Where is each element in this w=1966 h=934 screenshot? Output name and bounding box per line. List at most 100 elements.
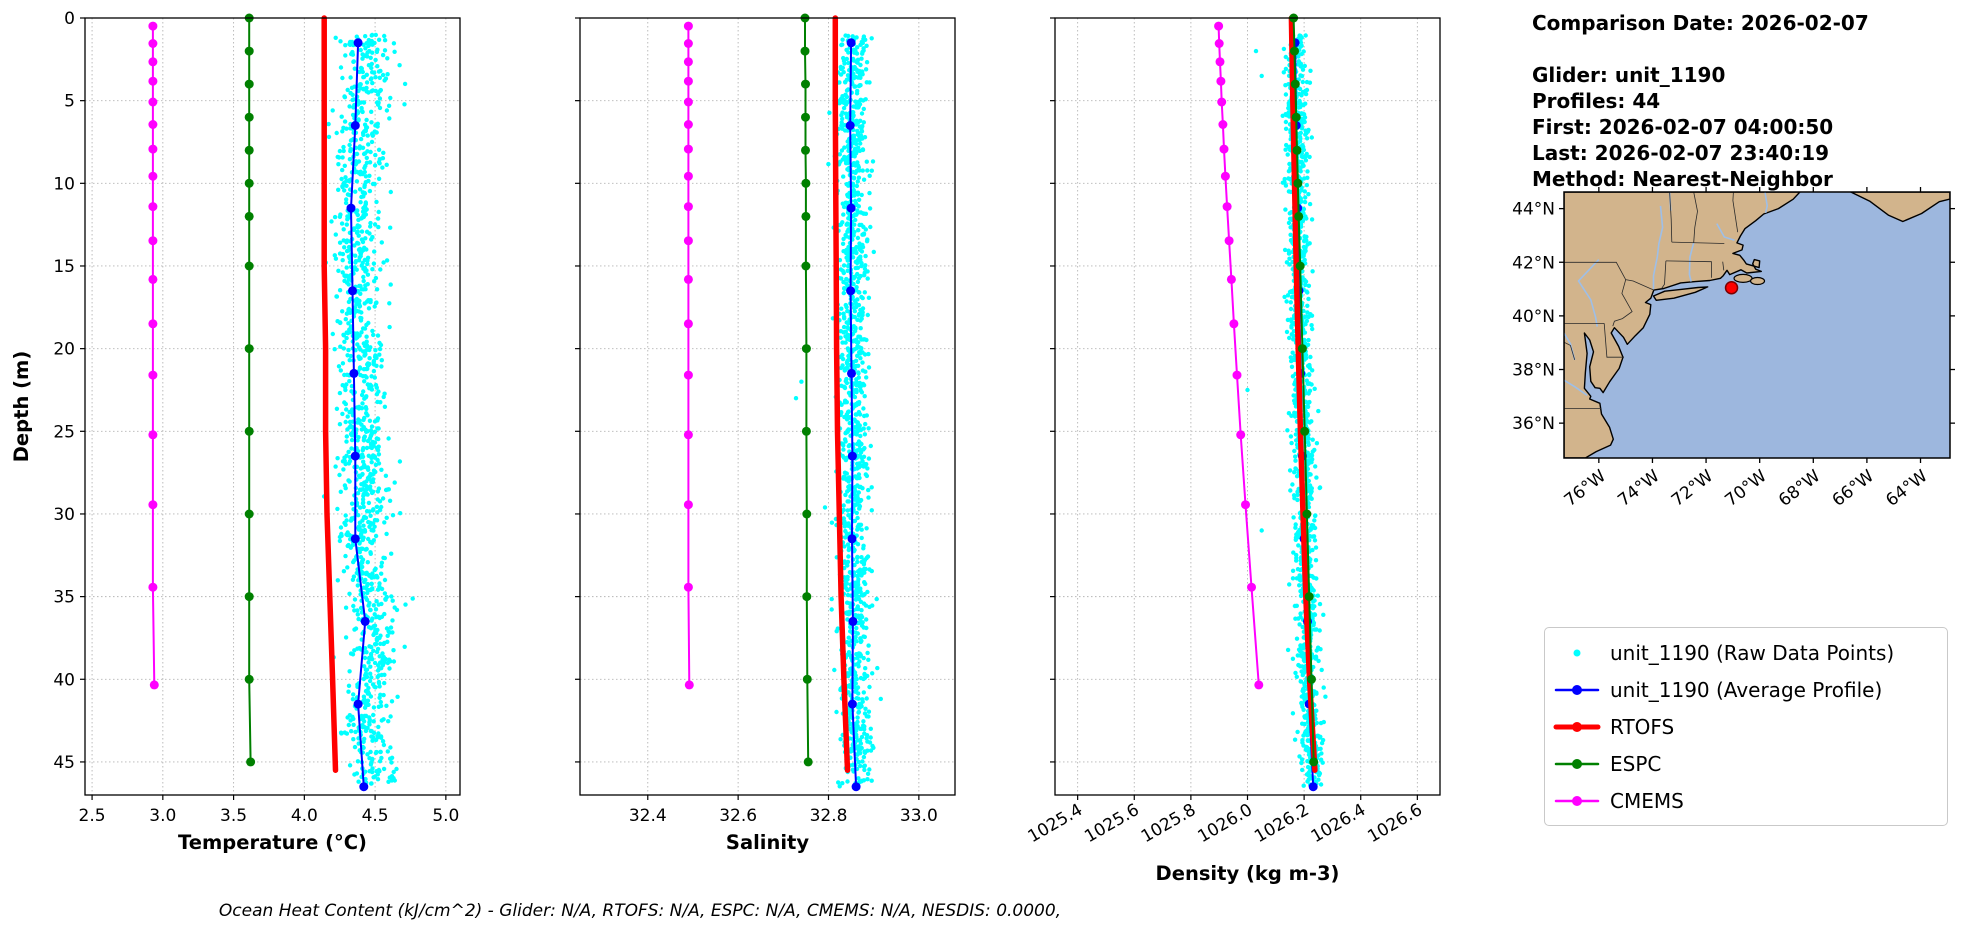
legend-item-espc: ESPC xyxy=(1553,745,1939,782)
svg-text:1026.0: 1026.0 xyxy=(1194,800,1256,847)
svg-text:10: 10 xyxy=(53,174,75,194)
profile-plots: 2.5 3.0 3.5 4.0 4.5 5.0 0 5 10 15 20 25 30 35 40 45 Temp… xyxy=(10,9,1441,885)
legend-marker-unit-1190-raw-data-points xyxy=(1573,649,1581,656)
map-state-border xyxy=(1661,260,1667,289)
map-river xyxy=(1688,242,1695,282)
map-river xyxy=(1577,259,1600,327)
svg-text:32.6: 32.6 xyxy=(719,806,757,826)
legend-item-unit-1190-raw-data-points: unit_1190 (Raw Data Points) xyxy=(1553,634,1939,671)
legend-item-rtofs: RTOFS xyxy=(1553,708,1939,745)
map-state-border xyxy=(1665,260,1712,278)
svg-text:40: 40 xyxy=(53,670,75,690)
svg-text:1026.6: 1026.6 xyxy=(1364,800,1426,847)
temperature-xlabel: Temperature (°C) xyxy=(178,831,367,854)
info-glider: Glider: unit_1190 xyxy=(1532,63,1726,87)
map-state-border xyxy=(1693,192,1698,243)
map-lon-label: 76°W xyxy=(1561,466,1610,511)
map-river xyxy=(1652,205,1664,290)
svg-text:1025.6: 1025.6 xyxy=(1081,800,1143,847)
svg-text:0: 0 xyxy=(64,9,75,29)
map-state-border xyxy=(1732,192,1739,233)
legend-marker-cmems xyxy=(1554,795,1600,806)
series-espc xyxy=(244,13,256,767)
info-profiles: Profiles: 44 xyxy=(1532,89,1661,113)
svg-text:1025.8: 1025.8 xyxy=(1138,800,1200,847)
map-lon-label: 64°W xyxy=(1882,466,1931,511)
map-state-border xyxy=(1564,341,1576,361)
map-state-border xyxy=(1671,241,1725,244)
legend-label: CMEMS xyxy=(1610,788,1684,813)
map-features xyxy=(1564,192,1950,458)
density-plot: 1025.41025.61025.81026.01026.21026.41026… xyxy=(1025,13,1441,885)
ohc-footer: Ocean Heat Content (kJ/cm^2) - Glider: N… xyxy=(218,901,1062,921)
map-island xyxy=(1733,273,1753,283)
svg-text:25: 25 xyxy=(53,422,75,442)
map-lat-label: 44°N xyxy=(1512,200,1555,220)
svg-text:33.0: 33.0 xyxy=(900,806,938,826)
series-espc xyxy=(1289,13,1319,767)
map-lat-label: 36°N xyxy=(1512,414,1555,434)
svg-text:32.8: 32.8 xyxy=(810,806,848,826)
series-cmems xyxy=(1214,21,1264,690)
legend-label: RTOFS xyxy=(1610,714,1675,739)
svg-text:45: 45 xyxy=(53,753,75,773)
salinity-plot: 32.4 32.6 32.8 33.0 Salinity xyxy=(575,13,956,854)
legend-label: ESPC xyxy=(1610,751,1662,776)
svg-text:20: 20 xyxy=(53,340,75,360)
map-long-island xyxy=(1652,286,1709,302)
map-lat-label: 42°N xyxy=(1512,253,1555,273)
salinity-xlabel: Salinity xyxy=(726,831,809,854)
info-last: Last: 2026-02-07 23:40:19 xyxy=(1532,141,1830,165)
series-rtofs xyxy=(832,15,851,773)
series-rtofs xyxy=(1288,15,1318,773)
svg-text:15: 15 xyxy=(53,257,75,277)
legend-items: unit_1190 (Raw Data Points) unit_1190 (Av… xyxy=(1553,634,1939,819)
legend-marker-espc xyxy=(1554,758,1600,769)
map-nova-scotia xyxy=(1850,192,1950,223)
legend-marker-unit-1190-average-profile xyxy=(1554,684,1600,695)
svg-text:2.5: 2.5 xyxy=(79,806,106,826)
svg-text:3.5: 3.5 xyxy=(220,806,247,826)
series-cmems xyxy=(683,21,694,690)
info-gap xyxy=(1532,36,1869,62)
series-rtofs xyxy=(321,15,339,773)
map-lat-label: 38°N xyxy=(1512,361,1555,381)
svg-text:4.5: 4.5 xyxy=(362,806,389,826)
location-map: 36°N 38°N 40°N 42°N 44°N 76°W 74°W 72°W 70°W 68°W… xyxy=(1512,187,1955,511)
svg-text:1025.4: 1025.4 xyxy=(1025,800,1087,847)
svg-text:35: 35 xyxy=(53,588,75,608)
map-river xyxy=(1716,223,1735,242)
map-lon-label: 74°W xyxy=(1614,466,1663,511)
legend-item-cmems: CMEMS xyxy=(1553,782,1939,819)
svg-text:1026.4: 1026.4 xyxy=(1308,800,1370,847)
legend-marker-rtofs xyxy=(1553,721,1601,732)
series-unit-1190-average-profile xyxy=(845,38,861,792)
info-first: First: 2026-02-07 04:00:50 xyxy=(1532,115,1834,139)
legend-item-unit-1190-average-profile: unit_1190 (Average Profile) xyxy=(1553,671,1939,708)
info-panel: Comparison Date: 2026-02-07 Glider: unit… xyxy=(1532,10,1869,192)
map-lon-label: 72°W xyxy=(1668,466,1717,511)
legend-label: unit_1190 (Average Profile) xyxy=(1610,677,1883,702)
svg-text:3.0: 3.0 xyxy=(149,806,176,826)
svg-text:4.0: 4.0 xyxy=(291,806,318,826)
map-river xyxy=(1564,379,1588,396)
legend: unit_1190 (Raw Data Points) unit_1190 (Av… xyxy=(1544,627,1948,826)
svg-text:30: 30 xyxy=(53,505,75,525)
density-xlabel: Density (kg m-3) xyxy=(1156,862,1340,885)
map-state-border xyxy=(1603,323,1624,358)
svg-text:5: 5 xyxy=(64,92,75,112)
map-frame xyxy=(1563,191,1951,459)
svg-text:5.0: 5.0 xyxy=(432,806,459,826)
series-unit-1190-average-profile xyxy=(346,38,370,792)
legend-label: unit_1190 (Raw Data Points) xyxy=(1610,640,1895,665)
map-mainland xyxy=(1564,192,1801,458)
depth-ylabel: Depth (m) xyxy=(10,351,33,463)
svg-text:1026.2: 1026.2 xyxy=(1251,800,1313,847)
info-method: Method: Nearest-Neighbor xyxy=(1532,167,1833,191)
map-lon-label: 66°W xyxy=(1829,466,1878,511)
series-unit-1190-raw-data-points xyxy=(793,33,883,789)
map-lon-label: 70°W xyxy=(1721,466,1770,511)
map-river xyxy=(1764,192,1769,214)
map-state-border xyxy=(1612,279,1633,327)
